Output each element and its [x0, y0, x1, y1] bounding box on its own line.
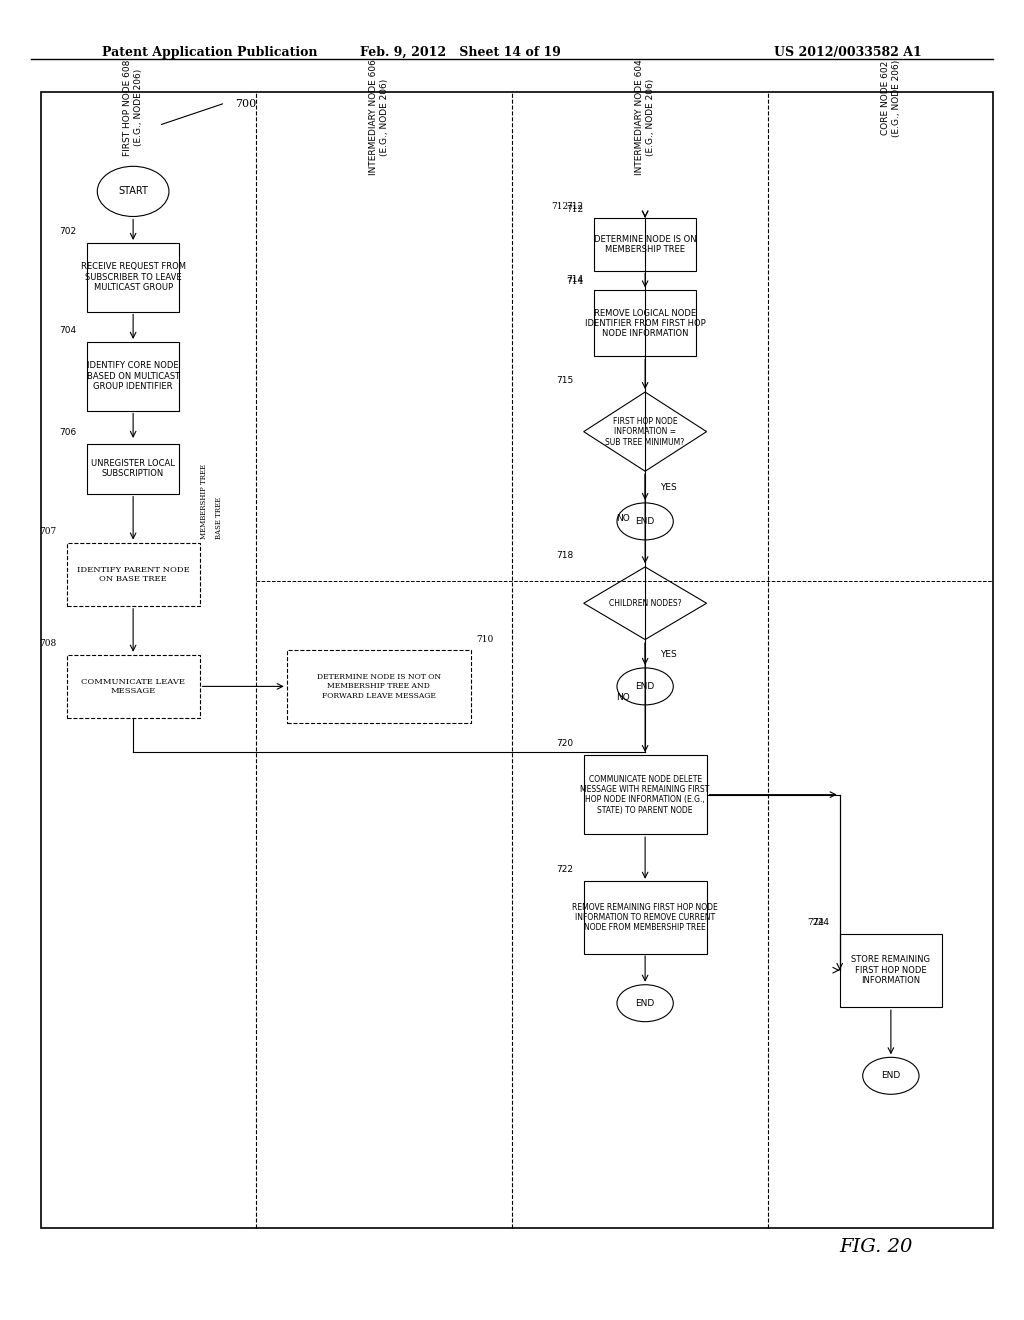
Text: REMOVE REMAINING FIRST HOP NODE
INFORMATION TO REMOVE CURRENT
NODE FROM MEMBERSH: REMOVE REMAINING FIRST HOP NODE INFORMAT… — [572, 903, 718, 932]
Text: DETERMINE NODE IS NOT ON
MEMBERSHIP TREE AND
FORWARD LEAVE MESSAGE: DETERMINE NODE IS NOT ON MEMBERSHIP TREE… — [316, 673, 441, 700]
Text: END: END — [636, 517, 654, 525]
Text: DETERMINE NODE IS ON
MEMBERSHIP TREE: DETERMINE NODE IS ON MEMBERSHIP TREE — [594, 235, 696, 253]
Text: 712: 712 — [566, 205, 584, 214]
Text: END: END — [882, 1072, 900, 1080]
Text: END: END — [636, 999, 654, 1007]
Text: IDENTIFY CORE NODE
BASED ON MULTICAST
GROUP IDENTIFIER: IDENTIFY CORE NODE BASED ON MULTICAST GR… — [87, 362, 179, 391]
Text: UNREGISTER LOCAL
SUBSCRIPTION: UNREGISTER LOCAL SUBSCRIPTION — [91, 459, 175, 478]
Bar — [67, 655, 200, 718]
Text: 712: 712 — [566, 202, 584, 211]
Text: US 2012/0033582 A1: US 2012/0033582 A1 — [774, 46, 922, 59]
FancyBboxPatch shape — [87, 243, 179, 312]
Text: YES: YES — [660, 483, 677, 491]
Text: IDENTIFY PARENT NODE
ON BASE TREE: IDENTIFY PARENT NODE ON BASE TREE — [77, 565, 189, 583]
Text: 715: 715 — [556, 376, 573, 385]
Text: INTERMEDIARY NODE 604
(E.G., NODE 206): INTERMEDIARY NODE 604 (E.G., NODE 206) — [636, 59, 654, 176]
Ellipse shape — [862, 1057, 920, 1094]
Text: 706: 706 — [59, 428, 77, 437]
Text: COMMUNICATE LEAVE
MESSAGE: COMMUNICATE LEAVE MESSAGE — [81, 677, 185, 696]
Text: RECEIVE REQUEST FROM
SUBSCRIBER TO LEAVE
MULTICAST GROUP: RECEIVE REQUEST FROM SUBSCRIBER TO LEAVE… — [81, 263, 185, 292]
Text: END: END — [636, 682, 654, 690]
Text: FIRST HOP NODE 608
(E.G., NODE 206): FIRST HOP NODE 608 (E.G., NODE 206) — [124, 59, 142, 156]
Text: 718: 718 — [556, 552, 573, 560]
Text: CHILDREN NODES?: CHILDREN NODES? — [609, 599, 681, 607]
Text: NO: NO — [616, 693, 630, 702]
Text: REMOVE LOGICAL NODE
IDENTIFIER FROM FIRST HOP
NODE INFORMATION: REMOVE LOGICAL NODE IDENTIFIER FROM FIRS… — [585, 309, 706, 338]
Text: 702: 702 — [59, 227, 77, 236]
Text: 700: 700 — [236, 99, 257, 110]
Polygon shape — [584, 392, 707, 471]
Text: 708: 708 — [39, 639, 56, 648]
Text: 714: 714 — [566, 277, 584, 286]
Text: MEMBERSHIP TREE: MEMBERSHIP TREE — [200, 463, 208, 539]
Ellipse shape — [616, 503, 674, 540]
Text: CORE NODE 602
(E.G., NODE 206): CORE NODE 602 (E.G., NODE 206) — [882, 59, 900, 137]
Ellipse shape — [97, 166, 169, 216]
Ellipse shape — [616, 668, 674, 705]
Text: Patent Application Publication: Patent Application Publication — [102, 46, 317, 59]
Text: 710: 710 — [476, 635, 494, 644]
Ellipse shape — [616, 985, 674, 1022]
FancyBboxPatch shape — [594, 290, 696, 356]
Text: INTERMEDIARY NODE 606
(E.G., NODE 206): INTERMEDIARY NODE 606 (E.G., NODE 206) — [370, 59, 388, 176]
Text: Feb. 9, 2012   Sheet 14 of 19: Feb. 9, 2012 Sheet 14 of 19 — [360, 46, 561, 59]
Text: BASE TREE: BASE TREE — [215, 496, 223, 539]
FancyBboxPatch shape — [584, 882, 707, 953]
Text: 720: 720 — [556, 739, 573, 748]
Text: 714: 714 — [566, 275, 584, 284]
Text: 707: 707 — [39, 527, 56, 536]
FancyBboxPatch shape — [87, 342, 179, 411]
Text: STORE REMAINING
FIRST HOP NODE
INFORMATION: STORE REMAINING FIRST HOP NODE INFORMATI… — [851, 956, 931, 985]
Bar — [41, 92, 993, 1228]
Text: FIG. 20: FIG. 20 — [840, 1238, 913, 1257]
Text: 724: 724 — [807, 917, 824, 927]
Text: 724: 724 — [812, 919, 829, 927]
FancyBboxPatch shape — [584, 755, 707, 834]
FancyBboxPatch shape — [594, 218, 696, 271]
FancyBboxPatch shape — [87, 444, 179, 494]
Text: COMMUNICATE NODE DELETE
MESSAGE WITH REMAINING FIRST
HOP NODE INFORMATION (E.G.,: COMMUNICATE NODE DELETE MESSAGE WITH REM… — [581, 775, 710, 814]
Text: 712: 712 — [551, 202, 568, 211]
Text: 704: 704 — [59, 326, 77, 335]
Text: NO: NO — [616, 515, 630, 523]
Text: 722: 722 — [556, 866, 573, 874]
Text: START: START — [118, 186, 148, 197]
Text: FIRST HOP NODE
INFORMATION =
SUB TREE MINIMUM?: FIRST HOP NODE INFORMATION = SUB TREE MI… — [605, 417, 685, 446]
Bar — [287, 651, 471, 723]
Text: YES: YES — [660, 649, 677, 659]
FancyBboxPatch shape — [840, 935, 942, 1006]
Bar — [67, 543, 200, 606]
Polygon shape — [584, 568, 707, 639]
